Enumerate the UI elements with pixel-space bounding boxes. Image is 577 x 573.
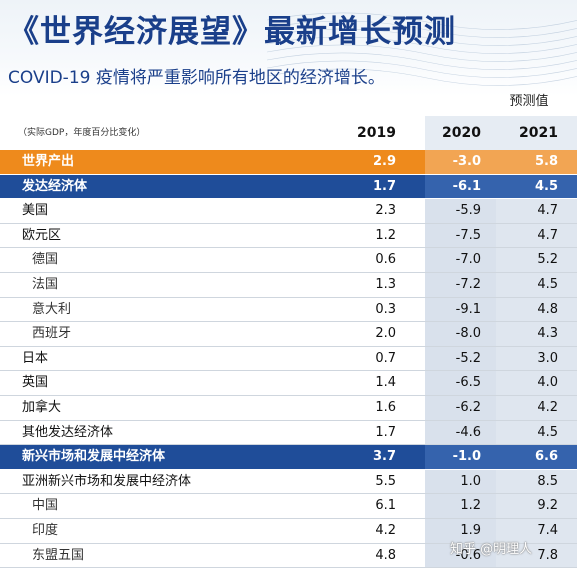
row-label: 德国 xyxy=(32,252,59,268)
row-label: 其他发达经济体 xyxy=(22,424,114,440)
table-row: 意大利 0.3 -9.1 4.8 xyxy=(0,297,577,323)
row-label: 亚洲新兴市场和发展中经济体 xyxy=(22,473,192,489)
value-2020: 1.2 xyxy=(460,498,481,514)
column-header-2020: 2020 xyxy=(442,125,481,141)
page-title: 《世界经济展望》最新增长预测 xyxy=(8,14,456,50)
value-2021: 4.2 xyxy=(537,399,558,415)
value-2021: 4.8 xyxy=(537,301,558,317)
row-label: 英国 xyxy=(22,375,49,391)
value-2019: 0.3 xyxy=(375,301,396,317)
value-2021: 8.5 xyxy=(537,473,558,489)
table-row: 法国 1.3 -7.2 4.5 xyxy=(0,272,577,298)
header-banner: 《世界经济展望》最新增长预测 COVID-19 疫情将严重影响所有地区的经济增长… xyxy=(0,0,577,96)
value-2019: 1.7 xyxy=(372,178,396,194)
table-row: 英国 1.4 -6.5 4.0 xyxy=(0,371,577,396)
row-label: 新兴市场和发展中经济体 xyxy=(22,449,166,465)
table-row: 中国 6.1 1.2 9.2 xyxy=(0,494,577,519)
value-2019: 1.2 xyxy=(375,227,396,243)
row-label: 欧元区 xyxy=(22,227,62,243)
value-2019: 0.7 xyxy=(375,350,396,366)
row-label: 加拿大 xyxy=(22,399,62,415)
value-2020: -7.0 xyxy=(455,252,481,268)
table-row: 新兴市场和发展中经济体 3.7 -1.0 6.6 xyxy=(0,445,577,470)
value-2019: 2.9 xyxy=(372,154,396,169)
row-label: 发达经济体 xyxy=(22,178,88,194)
row-label: 西班牙 xyxy=(32,326,72,342)
table-body: 世界产出 2.9 -3.0 5.8 发达经济体 1.7 -6.1 4.5 美国 2.3 -5.9 4.… xyxy=(0,150,577,569)
column-header-2019: 2019 xyxy=(357,125,396,141)
table-row: 德国 0.6 -7.0 5.2 xyxy=(0,248,577,273)
value-2020: -5.2 xyxy=(455,350,481,366)
value-2021: 4.3 xyxy=(537,326,558,342)
value-2019: 2.3 xyxy=(375,203,396,219)
table-row: 亚洲新兴市场和发展中经济体 5.5 1.0 8.5 xyxy=(0,469,577,495)
value-2019: 6.1 xyxy=(375,498,396,514)
row-label: 世界产出 xyxy=(22,154,75,169)
value-2021: 4.7 xyxy=(537,203,558,219)
value-2021: 4.5 xyxy=(537,424,558,440)
row-label: 美国 xyxy=(22,203,49,219)
value-2020: -3.0 xyxy=(452,154,481,169)
value-2021: 9.2 xyxy=(537,498,558,514)
value-2020: -6.1 xyxy=(452,178,481,194)
watermark: 知乎 @明理人 xyxy=(450,542,533,557)
value-2019: 5.5 xyxy=(375,473,396,489)
value-2019: 2.0 xyxy=(375,326,396,342)
table-row: 欧元区 1.2 -7.5 4.7 xyxy=(0,223,577,249)
value-2021: 7.8 xyxy=(537,547,558,563)
value-2020: 1.0 xyxy=(460,473,481,489)
value-2021: 5.8 xyxy=(534,154,558,169)
table-row: 西班牙 2.0 -8.0 4.3 xyxy=(0,322,577,347)
value-2021: 4.5 xyxy=(537,276,558,292)
table-header-row: （实际GDP，年度百分比变化） 2019 2020 2021 xyxy=(0,116,577,150)
table-row: 发达经济体 1.7 -6.1 4.5 xyxy=(0,174,577,200)
value-2020: -7.5 xyxy=(455,227,481,243)
value-2019: 1.4 xyxy=(375,375,396,391)
growth-table: （实际GDP，年度百分比变化） 2019 2020 2021 世界产出 2.9 -3… xyxy=(0,116,577,569)
value-2020: -0.6 xyxy=(455,547,481,563)
row-label: 东盟五国 xyxy=(32,547,85,563)
row-label: 中国 xyxy=(32,498,59,514)
value-2019: 1.6 xyxy=(375,399,396,415)
value-2020: -9.1 xyxy=(455,301,481,317)
value-2019: 4.2 xyxy=(375,522,396,538)
row-label: 意大利 xyxy=(32,301,72,317)
value-2020: -6.2 xyxy=(455,399,481,415)
table-row: 其他发达经济体 1.7 -4.6 4.5 xyxy=(0,420,577,446)
value-2020: -7.2 xyxy=(455,276,481,292)
value-2020: -1.0 xyxy=(452,449,481,465)
table-row: 世界产出 2.9 -3.0 5.8 xyxy=(0,150,577,175)
value-2019: 0.6 xyxy=(375,252,396,268)
unit-note: （实际GDP，年度百分比变化） xyxy=(18,128,146,138)
value-2019: 3.7 xyxy=(372,449,396,465)
value-2019: 4.8 xyxy=(375,547,396,563)
value-2021: 7.4 xyxy=(537,522,558,538)
column-header-2021: 2021 xyxy=(519,125,558,141)
row-label: 印度 xyxy=(32,522,59,538)
value-2021: 4.5 xyxy=(534,178,558,194)
value-2021: 4.7 xyxy=(537,227,558,243)
forecast-label: 预测值 xyxy=(509,94,549,109)
wave-pattern-decoration xyxy=(267,12,577,86)
table-row: 加拿大 1.6 -6.2 4.2 xyxy=(0,395,577,421)
table-row: 日本 0.7 -5.2 3.0 xyxy=(0,346,577,372)
table-row: 美国 2.3 -5.9 4.7 xyxy=(0,199,577,224)
value-2021: 3.0 xyxy=(537,350,558,366)
page-subtitle: COVID-19 疫情将严重影响所有地区的经济增长。 xyxy=(8,68,385,88)
value-2020: -8.0 xyxy=(455,326,481,342)
value-2021: 6.6 xyxy=(534,449,558,465)
table-row: 东盟五国 4.8 -0.6 7.8 xyxy=(0,543,577,569)
value-2021: 4.0 xyxy=(537,375,558,391)
value-2020: -4.6 xyxy=(455,424,481,440)
value-2021: 5.2 xyxy=(537,252,558,268)
table-row: 印度 4.2 1.9 7.4 xyxy=(0,518,577,544)
row-label: 日本 xyxy=(22,350,49,366)
value-2019: 1.3 xyxy=(375,276,396,292)
row-label: 法国 xyxy=(32,276,59,292)
value-2019: 1.7 xyxy=(375,424,396,440)
value-2020: -6.5 xyxy=(455,375,481,391)
value-2020: 1.9 xyxy=(460,522,481,538)
value-2020: -5.9 xyxy=(455,203,481,219)
